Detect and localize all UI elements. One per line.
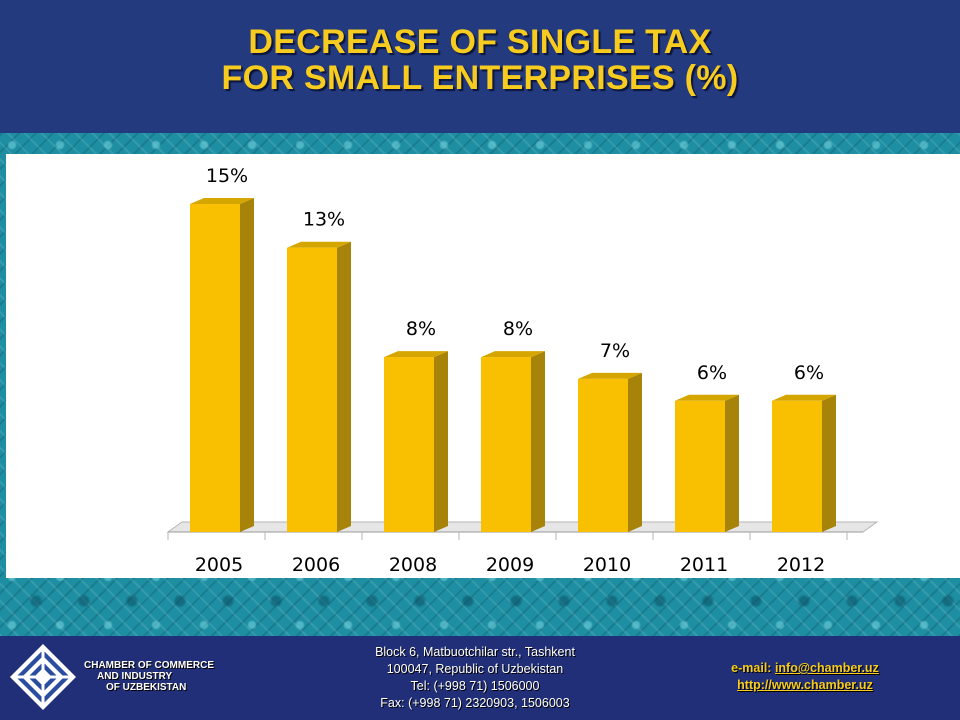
bar-top-2011 [675,394,739,401]
x-tick-label-2012: 2012 [777,554,825,576]
bar-2010 [578,378,628,532]
chart-panel: 15% 2005 13% 2006 8% 2008 8% 2009 7% 2010 6% 2011 6%… [6,154,960,578]
bar-side-2010 [628,372,642,532]
bar-top-2006 [287,241,351,248]
org-name-line-3: OF UZBEKISTAN [106,682,187,693]
bar-2008 [384,357,434,532]
title-line-2: FOR SMALL ENTERPRISES (%) [221,59,739,97]
bar-2005 [190,204,240,532]
x-tick-label-2011: 2011 [680,554,728,576]
bar-top-2009 [481,351,545,358]
x-tick-label-2006: 2006 [292,554,340,576]
address-line-1: Block 6, Matbuotchilar str., Tashkent [375,645,575,659]
address-line-3: Tel: (+998 71) 1506000 [410,679,540,693]
bar-side-2012 [822,394,836,532]
address-line-2: 100047, Republic of Uzbekistan [386,662,564,676]
bar-top-2005 [190,198,254,204]
bar-side-2006 [337,241,351,532]
website-link[interactable]: http://www.chamber.uz [737,678,873,692]
bar-side-2008 [434,351,448,532]
data-label-2011: 6% [697,362,727,384]
bar-side-2009 [531,351,545,532]
bar-2006 [287,247,337,532]
contact-block: e-mail: info@chamber.uz http://www.chamb… [700,660,910,694]
title-line-1: DECREASE OF SINGLE TAX [248,23,712,61]
bar-top-2012 [772,394,836,401]
bar-2011 [675,400,725,532]
data-label-2012: 6% [794,362,824,384]
org-name-line-2: AND INDUSTRY [97,671,173,682]
email-label: e-mail: [731,661,772,675]
footer-band: CHAMBER OF COMMERCE AND INDUSTRY OF UZBE… [0,636,960,720]
x-tick-label-2008: 2008 [389,554,437,576]
org-name-line-1: CHAMBER OF COMMERCE [84,660,214,671]
bar-chart: 15% 2005 13% 2006 8% 2008 8% 2009 7% 2010 6% 2011 6%… [166,165,879,576]
data-label-2010: 7% [600,340,630,362]
data-label-2009: 8% [503,318,533,340]
header-band: DECREASE OF SINGLE TAX FOR SMALL ENTERPR… [0,0,960,133]
data-label-2008: 8% [406,318,436,340]
x-tick-label-2009: 2009 [486,554,534,576]
bar-2009 [481,357,531,532]
slide-title: DECREASE OF SINGLE TAX FOR SMALL ENTERPR… [0,24,960,96]
bar-side-2011 [725,394,739,532]
address-block: Block 6, Matbuotchilar str., Tashkent 10… [300,644,650,712]
bar-top-2010 [578,372,642,379]
chamber-logo-icon [10,644,76,710]
bar-top-2008 [384,351,448,358]
data-label-2006: 13% [303,209,345,231]
bar-2012 [772,400,822,532]
address-line-4: Fax: (+998 71) 2320903, 1506003 [380,696,570,710]
data-label-2005: 15% [206,165,248,187]
bar-side-2005 [240,198,254,532]
x-tick-label-2005: 2005 [195,554,243,576]
x-tick-label-2010: 2010 [583,554,631,576]
email-link[interactable]: info@chamber.uz [774,661,879,675]
